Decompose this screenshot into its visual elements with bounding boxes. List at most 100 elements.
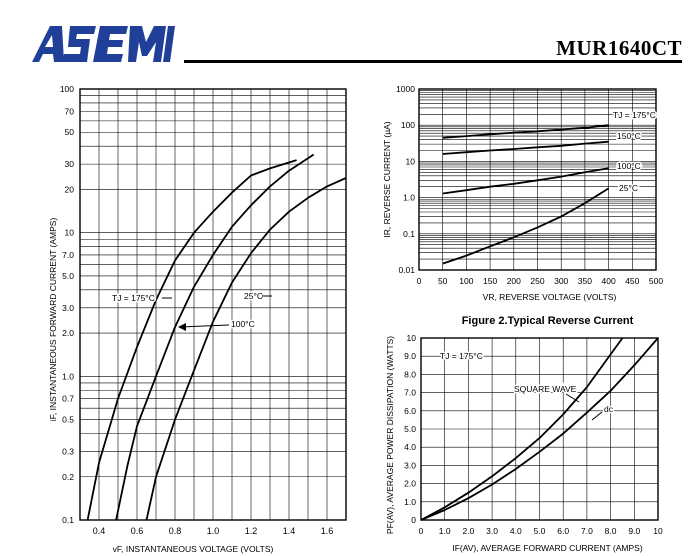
reverse-annotation-175c: TJ = 175°C xyxy=(613,110,656,120)
forward-x-tick-label: 0.8 xyxy=(169,526,182,536)
power-series-1 xyxy=(420,337,659,521)
power-y-tick-label: 9.0 xyxy=(404,351,416,361)
reverse-y-tick-label: 10 xyxy=(406,156,416,166)
reverse-x-tick-label: 150 xyxy=(483,276,497,286)
forward-series-2 xyxy=(145,177,347,521)
forward-current-chart: 0.4 0.6 0.8 1.0 1.2 1.4 1.6 0.1 0.2 0.3 0.5 0.7 1.0 2… xyxy=(48,84,347,554)
power-annotation-175c: TJ = 175°C xyxy=(440,351,483,361)
forward-annotation-100c: 100°C xyxy=(231,319,255,329)
power-frame xyxy=(420,337,659,521)
forward-y-tick-label: 2.0 xyxy=(62,328,74,338)
forward-annotation-175c: TJ = 175°C xyxy=(112,293,155,303)
forward-series-0 xyxy=(86,159,297,521)
reverse-series-3 xyxy=(442,187,610,265)
forward-x-tick-label: 1.2 xyxy=(245,526,258,536)
reverse-x-tick-label: 500 xyxy=(649,276,663,286)
asemi-logo xyxy=(32,26,175,62)
reverse-x-tick-label: 350 xyxy=(578,276,592,286)
header-rule xyxy=(184,60,682,63)
reverse-x-tick-label: 300 xyxy=(554,276,568,286)
forward-y-tick-label: 10 xyxy=(65,228,75,238)
reverse-y-tick-label: 0.1 xyxy=(403,229,415,239)
reverse-y-tick-label: 100 xyxy=(401,120,415,130)
power-x-tick-label: 0 xyxy=(419,526,424,536)
power-x-tick-label: 10 xyxy=(653,526,663,536)
reverse-annotation-150c: 150°C xyxy=(617,131,641,141)
power-x-tick-label: 6.0 xyxy=(557,526,569,536)
reverse-x-tick-label: 200 xyxy=(507,276,521,286)
power-annotation-dc-leader xyxy=(591,411,603,421)
forward-annotation-25c: 25°C xyxy=(244,291,263,301)
reverse-annotation-100c: 100°C xyxy=(617,161,641,171)
power-x-axis-label: IF(AV), AVERAGE FORWARD CURRENT (AMPS) xyxy=(452,543,642,553)
reverse-y-tick-label: 1000 xyxy=(396,84,415,94)
reverse-current-chart: 0 50 100 150 200 250 300 350 400 450 500 0.01 0.1 1.0… xyxy=(382,84,663,327)
reverse-series-2 xyxy=(442,167,609,195)
power-y-tick-label: 8.0 xyxy=(404,369,416,379)
forward-x-tick-label: 1.4 xyxy=(283,526,296,536)
reverse-x-tick-label: 50 xyxy=(438,276,448,286)
power-y-tick-label: 3.0 xyxy=(404,460,416,470)
reverse-series-0 xyxy=(442,124,609,139)
power-x-tick-label: 9.0 xyxy=(628,526,640,536)
forward-frame xyxy=(79,88,347,521)
forward-x-tick-label: 1.6 xyxy=(321,526,334,536)
power-y-tick-label: 0 xyxy=(411,515,416,525)
forward-y-tick-label: 50 xyxy=(65,127,75,137)
power-y-tick-label: 10 xyxy=(407,333,417,343)
power-y-tick-label: 7.0 xyxy=(404,388,416,398)
forward-y-tick-label: 7.0 xyxy=(62,250,74,260)
forward-y-axis-label: iF, INSTANTANEOUS FORWARD CURRENT (AMPS) xyxy=(48,218,58,422)
forward-x-tick-label: 0.4 xyxy=(93,526,106,536)
power-x-tick-label: 3.0 xyxy=(486,526,498,536)
reverse-x-tick-label: 100 xyxy=(459,276,473,286)
forward-y-tick-label: 1.0 xyxy=(62,371,74,381)
forward-y-tick-label: 0.7 xyxy=(62,394,74,404)
forward-y-tick-label: 100 xyxy=(60,84,74,94)
reverse-chart-title: Figure 2.Typical Reverse Current xyxy=(462,315,634,327)
reverse-y-axis-label: IR, REVERSE CURRENT (µA) xyxy=(382,121,392,237)
reverse-y-tick-label: 0.01 xyxy=(398,265,415,275)
forward-annotation-100c-arrow xyxy=(178,323,186,331)
power-x-tick-label: 7.0 xyxy=(581,526,593,536)
forward-annotation-100c-leader xyxy=(179,324,230,328)
reverse-x-tick-label: 400 xyxy=(602,276,616,286)
power-y-tick-label: 2.0 xyxy=(404,479,416,489)
power-series-0 xyxy=(420,337,624,521)
forward-x-tick-label: 1.0 xyxy=(207,526,220,536)
power-x-tick-label: 1.0 xyxy=(439,526,451,536)
reverse-x-axis-label: VR, REVERSE VOLTAGE (VOLTS) xyxy=(483,292,617,302)
reverse-x-tick-label: 450 xyxy=(625,276,639,286)
forward-y-tick-label: 20 xyxy=(65,184,75,194)
power-x-tick-label: 4.0 xyxy=(510,526,522,536)
reverse-frame xyxy=(418,88,657,271)
reverse-x-tick-label: 250 xyxy=(530,276,544,286)
forward-y-tick-label: 30 xyxy=(65,159,75,169)
power-y-axis-label: PF(AV), AVERAGE POWER DISSIPATION (WATTS… xyxy=(385,336,395,534)
forward-series-1 xyxy=(115,153,315,521)
forward-y-tick-label: 0.5 xyxy=(62,415,74,425)
power-x-tick-label: 8.0 xyxy=(605,526,617,536)
power-annotation-square-wave: SQUARE WAVE xyxy=(514,384,577,394)
reverse-annotation-25c: 25°C xyxy=(619,183,638,193)
power-y-tick-label: 6.0 xyxy=(404,406,416,416)
reverse-x-tick-label: 0 xyxy=(417,276,422,286)
part-number: MUR1640CT xyxy=(556,36,682,60)
power-y-tick-label: 1.0 xyxy=(404,497,416,507)
reverse-y-tick-label: 1.0 xyxy=(403,193,415,203)
reverse-series-1 xyxy=(442,140,609,155)
forward-y-tick-label: 0.1 xyxy=(62,515,74,525)
forward-y-tick-label: 0.2 xyxy=(62,472,74,482)
power-annotation-dc: dc xyxy=(604,404,614,414)
forward-y-tick-label: 0.3 xyxy=(62,446,74,456)
power-annotation-square-wave-leader xyxy=(565,393,580,403)
power-y-tick-label: 5.0 xyxy=(404,424,416,434)
forward-x-tick-label: 0.6 xyxy=(131,526,144,536)
forward-y-tick-label: 3.0 xyxy=(62,303,74,313)
forward-y-tick-label: 5.0 xyxy=(62,271,74,281)
forward-y-tick-label: 70 xyxy=(65,106,75,116)
forward-x-axis-label: vF, INSTANTANEOUS VOLTAGE (VOLTS) xyxy=(113,544,274,554)
power-x-tick-label: 2.0 xyxy=(462,526,474,536)
power-y-tick-label: 4.0 xyxy=(404,442,416,452)
